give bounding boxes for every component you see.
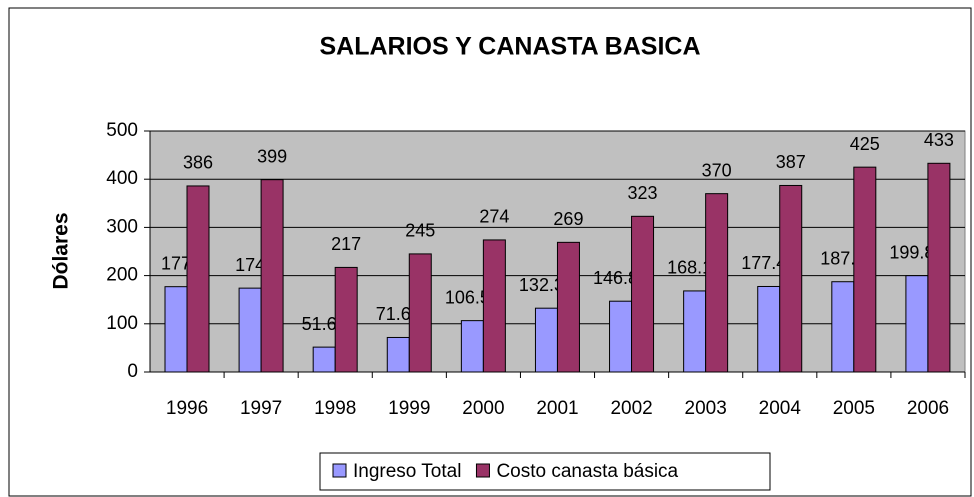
y-tick-label: 300 xyxy=(106,216,138,237)
data-label: 323 xyxy=(628,183,658,203)
data-label: 217 xyxy=(331,234,361,254)
bar xyxy=(556,241,580,373)
x-tick-label: 1997 xyxy=(240,398,282,419)
data-label: 399 xyxy=(257,146,287,166)
y-tick-label: 400 xyxy=(106,168,138,189)
legend-label: Ingreso Total xyxy=(353,461,461,482)
data-label: 177 xyxy=(161,253,191,273)
bar xyxy=(705,193,729,373)
bar xyxy=(260,179,284,373)
bar xyxy=(609,300,633,373)
bar xyxy=(186,185,210,373)
bar xyxy=(386,336,410,373)
bar xyxy=(164,286,188,373)
bar xyxy=(831,281,855,373)
x-tick-label: 1998 xyxy=(314,398,356,419)
y-tick-label: 200 xyxy=(106,265,138,286)
bar xyxy=(334,266,358,373)
y-tick-label: 500 xyxy=(106,120,138,141)
x-tick-label: 2006 xyxy=(907,398,949,419)
data-label: 245 xyxy=(405,221,435,241)
data-label: 425 xyxy=(850,134,880,154)
bar xyxy=(927,162,951,373)
x-tick-label: 2001 xyxy=(536,398,578,419)
legend-swatch xyxy=(332,463,347,478)
data-label: 174 xyxy=(235,255,265,275)
bar xyxy=(312,346,336,373)
x-tick-label: 2000 xyxy=(462,398,504,419)
bar xyxy=(482,239,506,373)
bar xyxy=(683,290,707,373)
bar xyxy=(408,253,432,373)
data-label: 386 xyxy=(183,153,213,173)
data-label: 269 xyxy=(553,209,583,229)
y-tick-label: 0 xyxy=(127,361,138,382)
bar xyxy=(460,320,484,373)
data-label: 387 xyxy=(776,152,806,172)
x-tick-label: 1999 xyxy=(388,398,430,419)
x-tick-label: 2003 xyxy=(685,398,727,419)
bar xyxy=(757,285,781,373)
y-axis-label: Dólares xyxy=(50,212,73,289)
x-tick-label: 1996 xyxy=(166,398,208,419)
data-label: 433 xyxy=(924,130,954,150)
x-tick-label: 2002 xyxy=(610,398,652,419)
bar xyxy=(779,184,803,373)
y-tick-label: 100 xyxy=(106,313,138,334)
bar xyxy=(238,287,262,373)
bar xyxy=(631,215,655,373)
data-label: 370 xyxy=(702,160,732,180)
x-tick-label: 2004 xyxy=(759,398,802,419)
bar xyxy=(534,307,558,373)
x-tick-label: 2005 xyxy=(833,398,875,419)
bar xyxy=(905,275,929,373)
legend-swatch xyxy=(475,463,490,478)
data-label: 274 xyxy=(479,207,509,227)
bar xyxy=(853,166,877,373)
chart-title: SALARIOS Y CANASTA BASICA xyxy=(319,33,700,61)
legend-box xyxy=(319,452,771,491)
legend-label: Costo canasta básica xyxy=(496,461,678,482)
